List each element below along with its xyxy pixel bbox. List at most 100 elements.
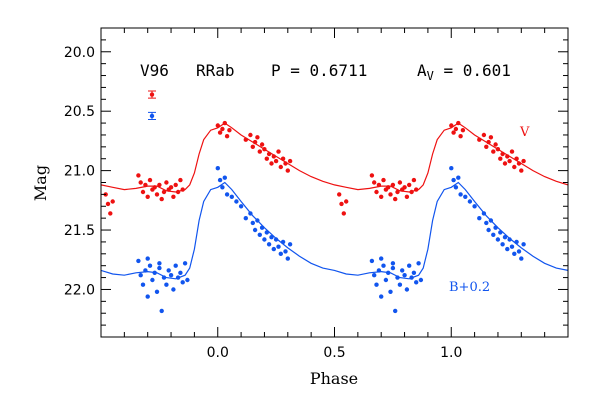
data-point-b <box>407 263 412 268</box>
data-point-b <box>509 244 515 249</box>
data-point-b <box>271 246 276 252</box>
data-point-v <box>386 185 391 190</box>
data-point-b <box>409 275 414 280</box>
data-point-b <box>276 244 281 249</box>
data-point-v <box>495 147 501 152</box>
data-point-v <box>164 180 169 185</box>
data-point-b <box>257 232 262 237</box>
data-point-v <box>143 182 148 188</box>
data-point-b <box>136 258 141 264</box>
data-point-b <box>138 273 143 278</box>
data-point-v <box>147 177 153 183</box>
data-point-v <box>227 128 232 133</box>
data-point-v <box>477 137 482 142</box>
data-point-v <box>178 177 183 183</box>
data-point-b <box>390 261 396 266</box>
data-point-b <box>372 273 377 278</box>
data-point-b <box>278 251 283 256</box>
y-tick-label: 20.0 <box>64 45 95 61</box>
data-point-b <box>393 308 398 314</box>
data-point-b <box>388 289 393 294</box>
data-point-v <box>344 199 349 204</box>
data-point-v <box>145 194 150 199</box>
data-point-b <box>161 275 167 280</box>
data-point-v <box>521 158 526 164</box>
data-point-b <box>166 268 171 273</box>
data-point-b <box>507 237 512 242</box>
data-point-v <box>491 149 496 154</box>
data-point-v <box>257 149 262 154</box>
data-point-v <box>509 149 515 154</box>
y-tick-label: 22.0 <box>64 282 95 298</box>
data-point-v <box>157 182 162 188</box>
data-point-b <box>157 261 162 266</box>
data-point-v <box>369 173 375 178</box>
data-point-v <box>285 168 290 173</box>
data-point-b <box>229 194 234 199</box>
data-point-b <box>185 277 190 283</box>
data-point-b <box>498 230 503 235</box>
data-point-b <box>262 237 267 242</box>
data-point-v <box>161 189 167 195</box>
data-point-v <box>341 211 346 216</box>
x-tick-label: 0.5 <box>323 345 345 361</box>
data-point-v <box>460 128 466 133</box>
data-point-v <box>514 156 519 161</box>
data-point-v <box>154 192 160 197</box>
data-point-b <box>411 270 417 275</box>
header-star-id: V96 <box>140 61 169 80</box>
data-point-v <box>374 189 379 195</box>
data-point-b <box>395 275 400 280</box>
data-point-b <box>458 192 463 197</box>
y-tick-label: 21.0 <box>64 164 95 180</box>
data-point-b <box>145 256 150 261</box>
data-point-v <box>488 135 494 140</box>
data-point-b <box>416 261 421 266</box>
header-amplitude: AV = 0.601 <box>417 61 511 83</box>
data-point-b <box>145 294 150 299</box>
data-point-b <box>486 227 491 233</box>
data-point-v <box>175 189 181 195</box>
data-point-v <box>379 194 384 199</box>
data-point-v <box>390 182 396 188</box>
x-axis-title: Phase <box>310 369 358 388</box>
data-point-b <box>514 239 519 245</box>
data-point-b <box>252 227 258 233</box>
data-point-v <box>159 196 164 202</box>
data-point-v <box>453 126 459 132</box>
data-point-v <box>271 154 276 159</box>
data-point-b <box>168 273 174 278</box>
data-point-b <box>248 211 253 216</box>
data-point-v <box>287 158 293 164</box>
data-point-b <box>512 251 517 256</box>
data-point-b <box>180 280 185 285</box>
template-curve-b <box>101 181 568 280</box>
data-point-v <box>108 211 113 216</box>
data-point-b <box>519 256 524 261</box>
data-point-v <box>283 161 288 166</box>
data-point-v <box>224 134 230 139</box>
data-point-b <box>453 185 459 190</box>
data-point-b <box>157 265 162 271</box>
data-point-b <box>505 246 510 252</box>
data-point-b <box>234 199 239 204</box>
data-point-v <box>110 199 115 204</box>
data-point-b <box>502 235 508 240</box>
data-point-b <box>400 268 405 273</box>
data-point-v <box>243 137 248 142</box>
data-point-b <box>379 294 384 299</box>
y-tick-label: 20.5 <box>64 104 95 120</box>
data-point-b <box>463 194 468 199</box>
data-point-b <box>283 249 288 254</box>
data-point-v <box>411 177 417 183</box>
data-point-v <box>456 120 461 126</box>
data-point-b <box>467 199 473 204</box>
x-tick-label: 0.0 <box>207 345 229 361</box>
data-point-v <box>407 182 412 188</box>
data-point-b <box>159 308 164 314</box>
data-point-b <box>493 225 498 230</box>
data-point-v <box>138 180 143 185</box>
data-point-v <box>264 156 269 161</box>
data-point-v <box>481 132 487 138</box>
